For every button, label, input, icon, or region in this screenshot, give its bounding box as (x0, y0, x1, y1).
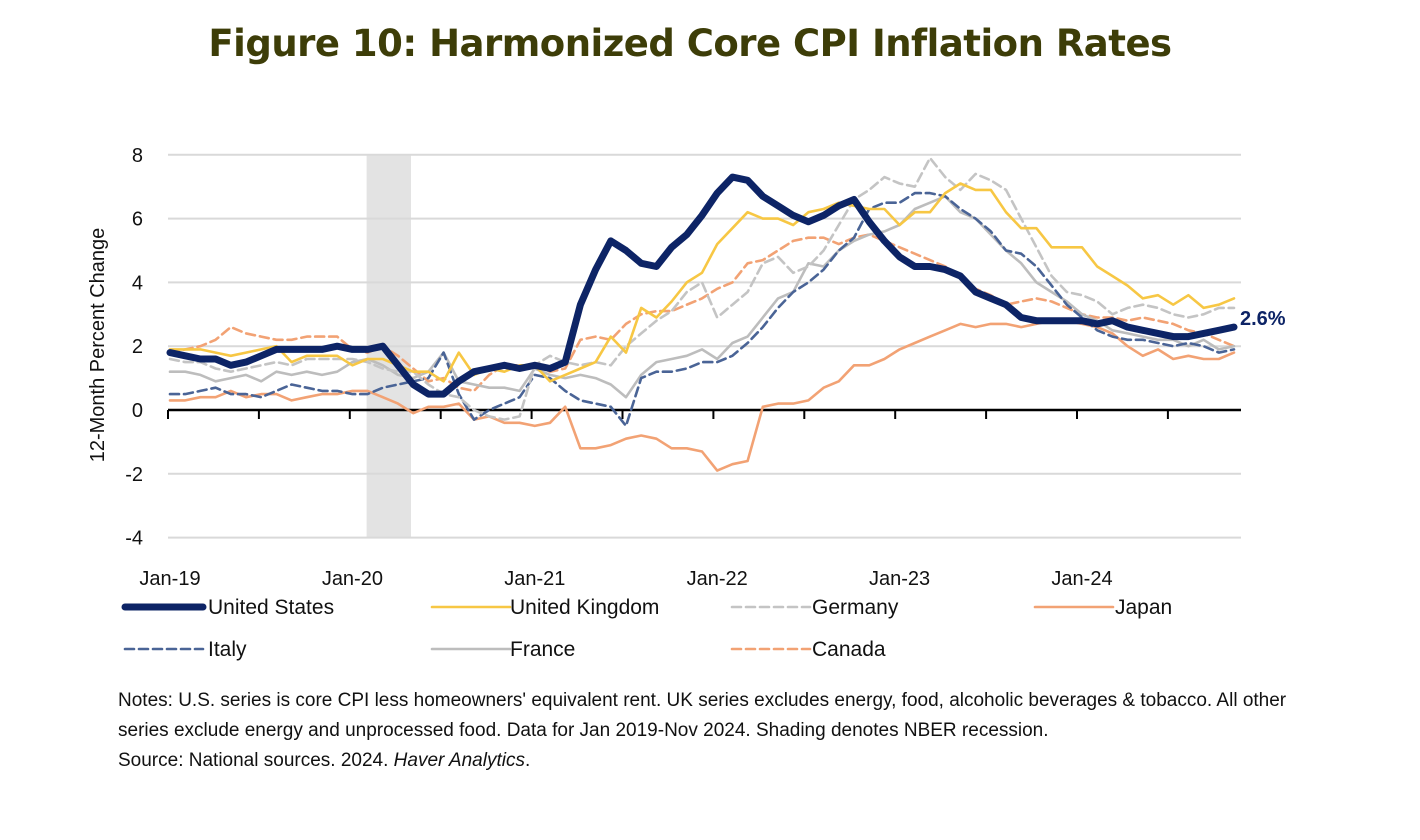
legend-label-united-states: United States (208, 596, 334, 619)
y-axis-label: 12-Month Percent Change (87, 228, 109, 463)
y-tick-label: -4 (125, 528, 143, 550)
legend-label-italy: Italy (208, 638, 247, 661)
legend-label-united-kingdom: United Kingdom (510, 596, 659, 619)
gridlines (168, 153, 1241, 539)
legend-label-japan: Japan (1115, 596, 1172, 619)
source-italic: Haver Analytics (393, 750, 525, 771)
series-lines (166, 156, 1238, 472)
series-line-france (168, 195, 1236, 399)
series-line-united-kingdom (168, 182, 1236, 383)
y-tick-label: 2 (132, 336, 143, 358)
legend-label-germany: Germany (812, 596, 899, 619)
source-suffix: . (524, 750, 531, 771)
x-tick-label: Jan-21 (504, 568, 565, 590)
chart-notes: Notes: U.S. series is core CPI less home… (118, 686, 1298, 776)
us-end-value-label: 2.6% (1240, 308, 1286, 330)
chart-title: Figure 10: Harmonized Core CPI Inflation… (208, 22, 1172, 65)
x-axis (167, 408, 1241, 419)
x-tick-label: Jan-20 (322, 568, 383, 590)
legend-label-canada: Canada (812, 638, 886, 661)
x-tick-label: Jan-23 (869, 568, 930, 590)
y-tick-label: 8 (132, 145, 143, 167)
notes-text: Notes: U.S. series is core CPI less home… (118, 690, 1287, 741)
legend-label-france: France (510, 638, 575, 661)
source-line: Source: National sources. 2024. Haver An… (118, 746, 1298, 776)
y-tick-label: -2 (125, 464, 143, 486)
series-line-japan (168, 319, 1236, 472)
series-line-germany (168, 156, 1236, 421)
y-tick-label: 4 (132, 272, 143, 294)
legend: United States United Kingdom Germany Japan I… (121, 596, 1172, 661)
x-tick-label: Jan-19 (139, 568, 200, 590)
series-line-united-states (166, 173, 1238, 398)
x-axis-tick-labels: Jan-19 Jan-20 Jan-21 Jan-22 Jan-23 Jan-24 (139, 568, 1112, 590)
source-prefix: Source: National sources. 2024. (118, 750, 394, 771)
series-line-italy (168, 191, 1236, 428)
x-tick-label: Jan-22 (687, 568, 748, 590)
y-axis-tick-labels: -4 -2 0 2 4 6 8 (125, 145, 143, 550)
y-tick-label: 6 (132, 209, 143, 231)
x-tick-label: Jan-24 (1051, 568, 1112, 590)
y-tick-label: 0 (132, 400, 143, 422)
